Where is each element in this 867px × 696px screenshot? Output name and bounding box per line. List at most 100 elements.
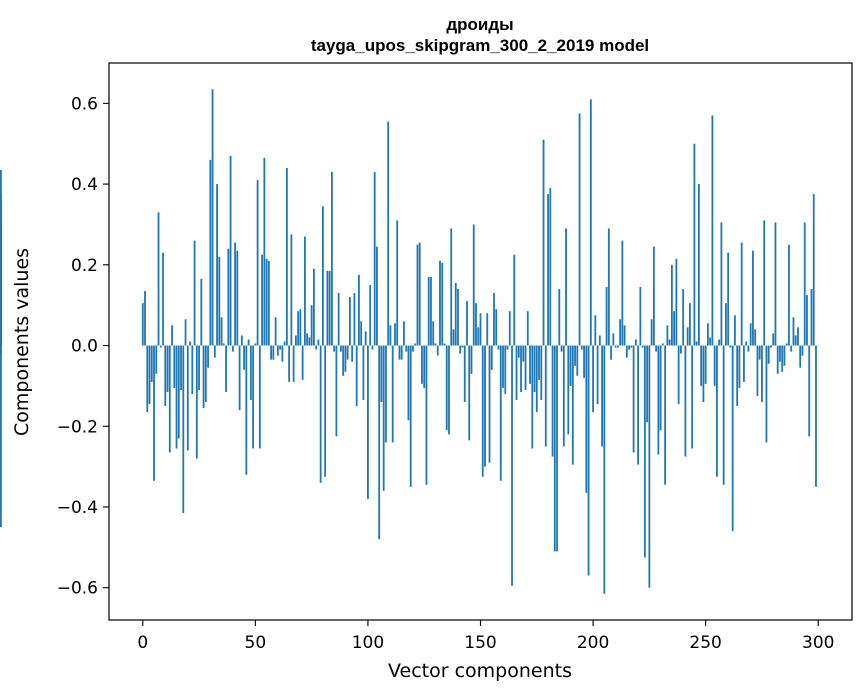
bar — [808, 345, 811, 437]
bar — [517, 345, 520, 358]
bar — [261, 254, 263, 346]
bar — [488, 345, 491, 463]
bar — [371, 345, 374, 350]
bar — [670, 264, 673, 346]
bar — [765, 345, 768, 443]
bar — [470, 345, 473, 374]
bar — [747, 345, 750, 352]
bar — [598, 335, 601, 346]
bar — [641, 345, 644, 348]
bar — [803, 222, 806, 346]
bar — [637, 345, 640, 465]
bar — [652, 246, 655, 346]
bar — [281, 345, 284, 362]
bar — [225, 345, 227, 392]
bar — [195, 345, 198, 459]
bar — [738, 345, 741, 388]
bar — [515, 345, 518, 401]
bar — [542, 139, 545, 346]
bar — [414, 343, 417, 346]
bar — [779, 345, 781, 362]
bar — [436, 345, 439, 356]
bar — [810, 289, 813, 346]
bar — [213, 345, 216, 358]
bar — [589, 99, 592, 346]
bar — [423, 345, 426, 388]
bar — [628, 345, 630, 350]
bar — [675, 258, 678, 346]
bar — [533, 345, 536, 392]
bar — [734, 315, 736, 346]
bar — [238, 345, 241, 411]
bar — [141, 303, 144, 346]
bar — [607, 228, 610, 346]
bar — [709, 337, 712, 346]
bar — [763, 220, 766, 346]
y-tick-label: 0.2 — [71, 256, 98, 276]
bar — [427, 276, 430, 346]
bar — [799, 345, 802, 368]
bar — [191, 345, 194, 394]
bar — [761, 345, 763, 403]
bar — [531, 345, 534, 449]
bar — [299, 309, 302, 346]
bar — [171, 325, 173, 346]
bar — [267, 260, 270, 346]
bar — [601, 345, 603, 447]
bar — [806, 295, 808, 346]
bar — [466, 301, 468, 346]
bar — [168, 345, 171, 453]
bar — [587, 345, 590, 576]
bar — [182, 345, 185, 514]
bar — [508, 311, 511, 346]
bar — [385, 345, 387, 443]
bar — [686, 327, 689, 346]
y-tick-label: −0.4 — [57, 498, 98, 518]
bar — [292, 345, 295, 382]
bar — [695, 341, 698, 346]
bar — [495, 309, 498, 346]
bar — [198, 345, 200, 390]
bar — [677, 345, 680, 405]
bar — [502, 345, 504, 388]
bar — [344, 345, 347, 372]
bar — [150, 345, 153, 382]
y-axis-label: Components values — [11, 248, 33, 436]
bar — [511, 345, 513, 586]
bar — [524, 345, 527, 390]
bar — [551, 345, 554, 457]
bar — [574, 345, 576, 366]
bar — [349, 297, 351, 346]
bar — [382, 345, 385, 491]
bar — [252, 345, 254, 449]
bar — [180, 345, 182, 390]
bar — [700, 345, 703, 386]
bar — [731, 345, 734, 532]
bar — [459, 345, 462, 354]
bar — [153, 345, 155, 481]
bar — [774, 222, 777, 346]
x-tick-label: 300 — [802, 633, 834, 653]
bar — [229, 155, 232, 346]
bar — [457, 289, 459, 346]
bar — [477, 327, 480, 346]
bar — [583, 345, 585, 378]
x-axis-ticks: 0 50 100 150 200 250 300 — [137, 620, 834, 653]
bar — [335, 345, 338, 437]
bar — [490, 345, 493, 370]
bar — [430, 276, 432, 346]
bar — [405, 345, 408, 352]
bar — [294, 335, 297, 346]
bar — [614, 345, 617, 348]
bar — [270, 345, 273, 360]
bar — [560, 345, 563, 352]
bar — [758, 345, 761, 360]
bar — [403, 321, 405, 346]
bar — [540, 345, 543, 401]
bar — [218, 256, 221, 346]
bar — [333, 345, 336, 352]
bar — [698, 184, 700, 346]
bar — [378, 345, 381, 540]
bar — [310, 305, 313, 346]
